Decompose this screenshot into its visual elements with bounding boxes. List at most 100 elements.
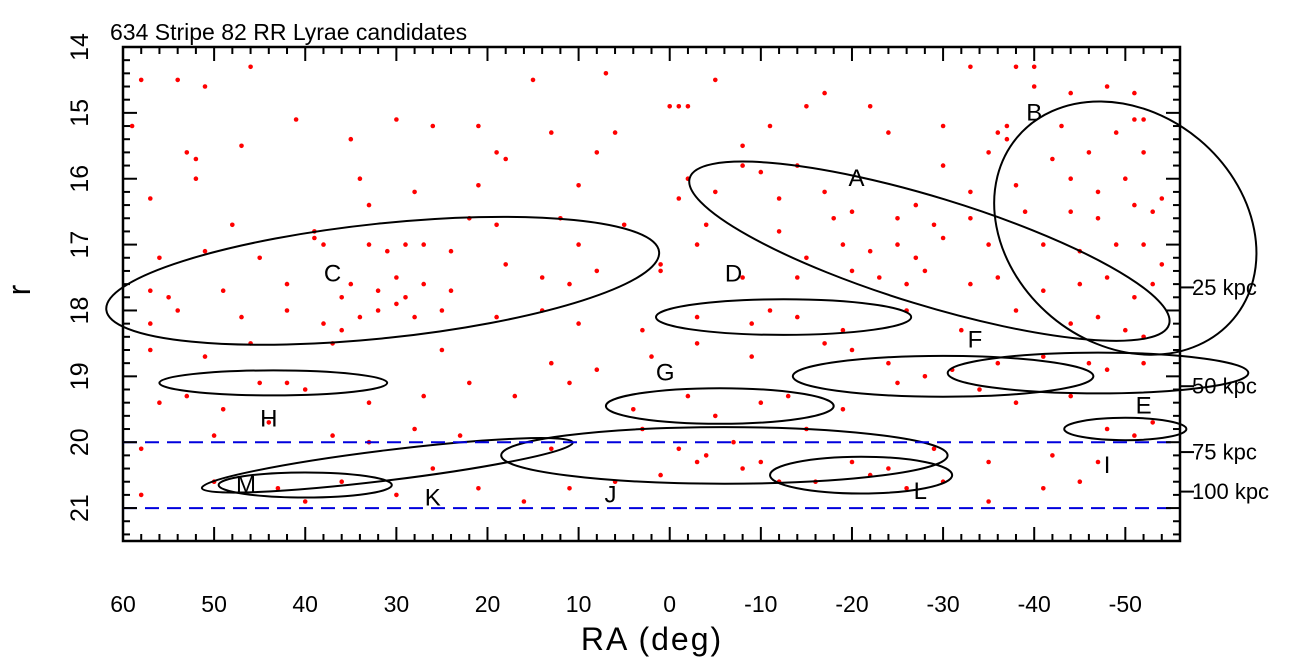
data-point [257, 380, 263, 386]
data-point [822, 90, 827, 96]
data-point [148, 347, 153, 353]
data-point [1132, 117, 1137, 122]
data-point [1159, 196, 1165, 201]
data-point [230, 222, 235, 228]
data-point [631, 407, 636, 412]
region-label-j: J [605, 481, 617, 508]
right-axis-label: 25 kpc [1192, 275, 1257, 300]
x-tick-label: 40 [292, 591, 318, 617]
data-point [731, 439, 736, 445]
data-point [1050, 156, 1055, 162]
y-tick-label: 19 [66, 362, 94, 390]
data-point [1132, 433, 1137, 438]
data-point [220, 288, 226, 294]
data-point [476, 486, 481, 491]
data-point [1095, 216, 1101, 221]
data-point [886, 466, 891, 471]
region-ellipse-h [158, 369, 389, 397]
data-point [1013, 308, 1019, 313]
data-point [1068, 209, 1073, 214]
x-tick-label: 20 [475, 591, 501, 617]
data-point [849, 459, 855, 465]
data-point [467, 380, 472, 386]
data-point [202, 354, 208, 359]
data-point [321, 242, 326, 247]
data-point [476, 123, 481, 129]
data-point [138, 77, 144, 83]
data-point [366, 400, 372, 406]
data-point [640, 327, 645, 333]
data-point [1141, 150, 1146, 155]
data-point [886, 360, 891, 366]
data-point [357, 176, 363, 181]
data-point [138, 492, 144, 498]
data-point [995, 360, 1001, 366]
data-point [512, 393, 518, 399]
region-ellipse-m [217, 471, 393, 499]
x-tick-label: 10 [566, 591, 592, 617]
data-point [412, 189, 417, 195]
right-axis-label: 75 kpc [1192, 440, 1257, 465]
data-point [375, 308, 381, 313]
region-ellipse-g [604, 387, 835, 425]
data-point [694, 341, 700, 346]
data-point [758, 459, 764, 465]
region-label-i: I [1104, 452, 1111, 479]
x-tick-label: -30 [926, 591, 959, 617]
data-point [621, 222, 627, 228]
region-label-m: M [236, 472, 256, 499]
data-point [202, 248, 208, 254]
data-point [403, 242, 408, 247]
x-tick-label: 0 [663, 591, 676, 617]
y-tick-label: 20 [66, 428, 94, 456]
data-point [175, 308, 180, 313]
data-point [239, 143, 244, 149]
data-point [713, 189, 718, 195]
data-point [184, 150, 190, 155]
data-point [804, 255, 809, 261]
data-point [1113, 130, 1119, 135]
data-point [576, 242, 581, 247]
data-point [1113, 242, 1119, 247]
data-point [421, 242, 427, 247]
data-point [676, 104, 682, 109]
data-point [348, 281, 354, 287]
data-point [184, 393, 190, 399]
data-point [394, 117, 399, 122]
data-point [1141, 360, 1146, 366]
y-tick-label: 14 [66, 33, 94, 61]
data-point [840, 242, 846, 247]
data-point [977, 387, 982, 392]
data-point [576, 321, 581, 326]
data-point [302, 499, 308, 504]
data-point [312, 235, 317, 241]
data-point [831, 216, 836, 221]
data-point [785, 393, 791, 399]
y-axis-label: r [1, 284, 37, 295]
data-point [1077, 281, 1083, 287]
data-point [968, 281, 973, 287]
axis-ticks: 60 50 40 30 20 10 0 -10 -20 -30 -40 -50 14 15 16 17 18 19… [66, 33, 1269, 617]
data-point [1123, 176, 1128, 181]
data-point [995, 275, 1001, 280]
data-point [1068, 393, 1073, 399]
data-point [1077, 479, 1083, 485]
x-tick-label: 60 [110, 591, 136, 617]
data-point [293, 117, 299, 122]
data-point [1004, 136, 1010, 142]
data-point [740, 275, 745, 280]
region-label-a: A [848, 165, 864, 192]
data-point [1022, 209, 1028, 214]
x-tick-label: -20 [835, 591, 868, 617]
data-point [922, 268, 928, 274]
data-point [986, 150, 991, 155]
data-point [284, 308, 290, 313]
data-point [1031, 84, 1037, 89]
data-point [576, 183, 581, 188]
data-point [749, 354, 754, 359]
data-point [494, 150, 499, 155]
data-point [549, 446, 554, 452]
data-point [776, 196, 782, 201]
data-point [694, 459, 700, 465]
data-point [284, 281, 290, 287]
